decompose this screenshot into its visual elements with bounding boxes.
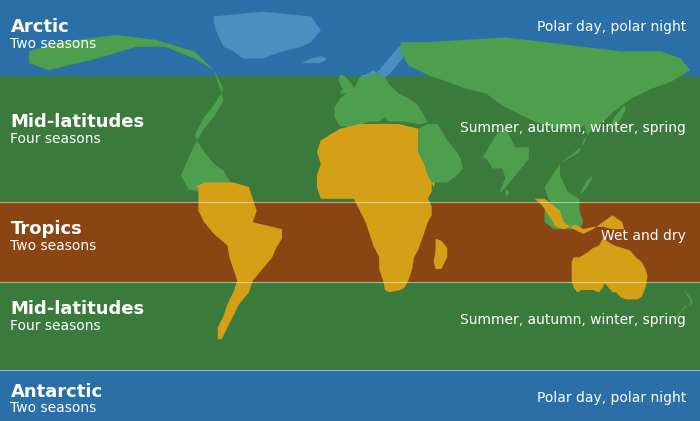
Text: Mid-latitudes: Mid-latitudes (10, 113, 145, 131)
Polygon shape (675, 290, 692, 318)
Polygon shape (214, 12, 321, 59)
Bar (0, 282, 700, 370)
Polygon shape (302, 56, 327, 63)
Bar (0, 76, 700, 202)
Polygon shape (535, 199, 624, 234)
Text: Wet and dry: Wet and dry (601, 229, 686, 243)
Text: Summer, autumn, winter, spring: Summer, autumn, winter, spring (460, 121, 686, 136)
Polygon shape (195, 182, 282, 339)
Text: Four seasons: Four seasons (10, 319, 101, 333)
Polygon shape (338, 75, 354, 93)
Text: Summer, autumn, winter, spring: Summer, autumn, winter, spring (460, 313, 686, 327)
Text: Two seasons: Two seasons (10, 37, 97, 51)
Text: Two seasons: Two seasons (10, 401, 97, 416)
Text: Arctic: Arctic (10, 19, 69, 36)
Text: Two seasons: Two seasons (10, 239, 97, 253)
Polygon shape (418, 124, 463, 182)
Polygon shape (433, 239, 447, 269)
Text: Antarctic: Antarctic (10, 383, 103, 400)
Bar (0, 0, 700, 76)
Polygon shape (580, 176, 593, 194)
Polygon shape (400, 37, 690, 229)
Polygon shape (317, 124, 438, 292)
Text: Polar day, polar night: Polar day, polar night (537, 391, 686, 405)
Text: Four seasons: Four seasons (10, 132, 101, 146)
Bar (0, 202, 700, 282)
Text: Tropics: Tropics (10, 221, 83, 238)
Polygon shape (29, 35, 253, 203)
Polygon shape (360, 45, 408, 77)
Polygon shape (505, 189, 510, 197)
Text: Mid-latitudes: Mid-latitudes (10, 301, 145, 318)
Polygon shape (603, 105, 626, 138)
Bar (0, 370, 700, 421)
Polygon shape (482, 129, 529, 192)
Text: Polar day, polar night: Polar day, polar night (537, 20, 686, 35)
Polygon shape (330, 70, 428, 129)
Polygon shape (572, 239, 648, 299)
